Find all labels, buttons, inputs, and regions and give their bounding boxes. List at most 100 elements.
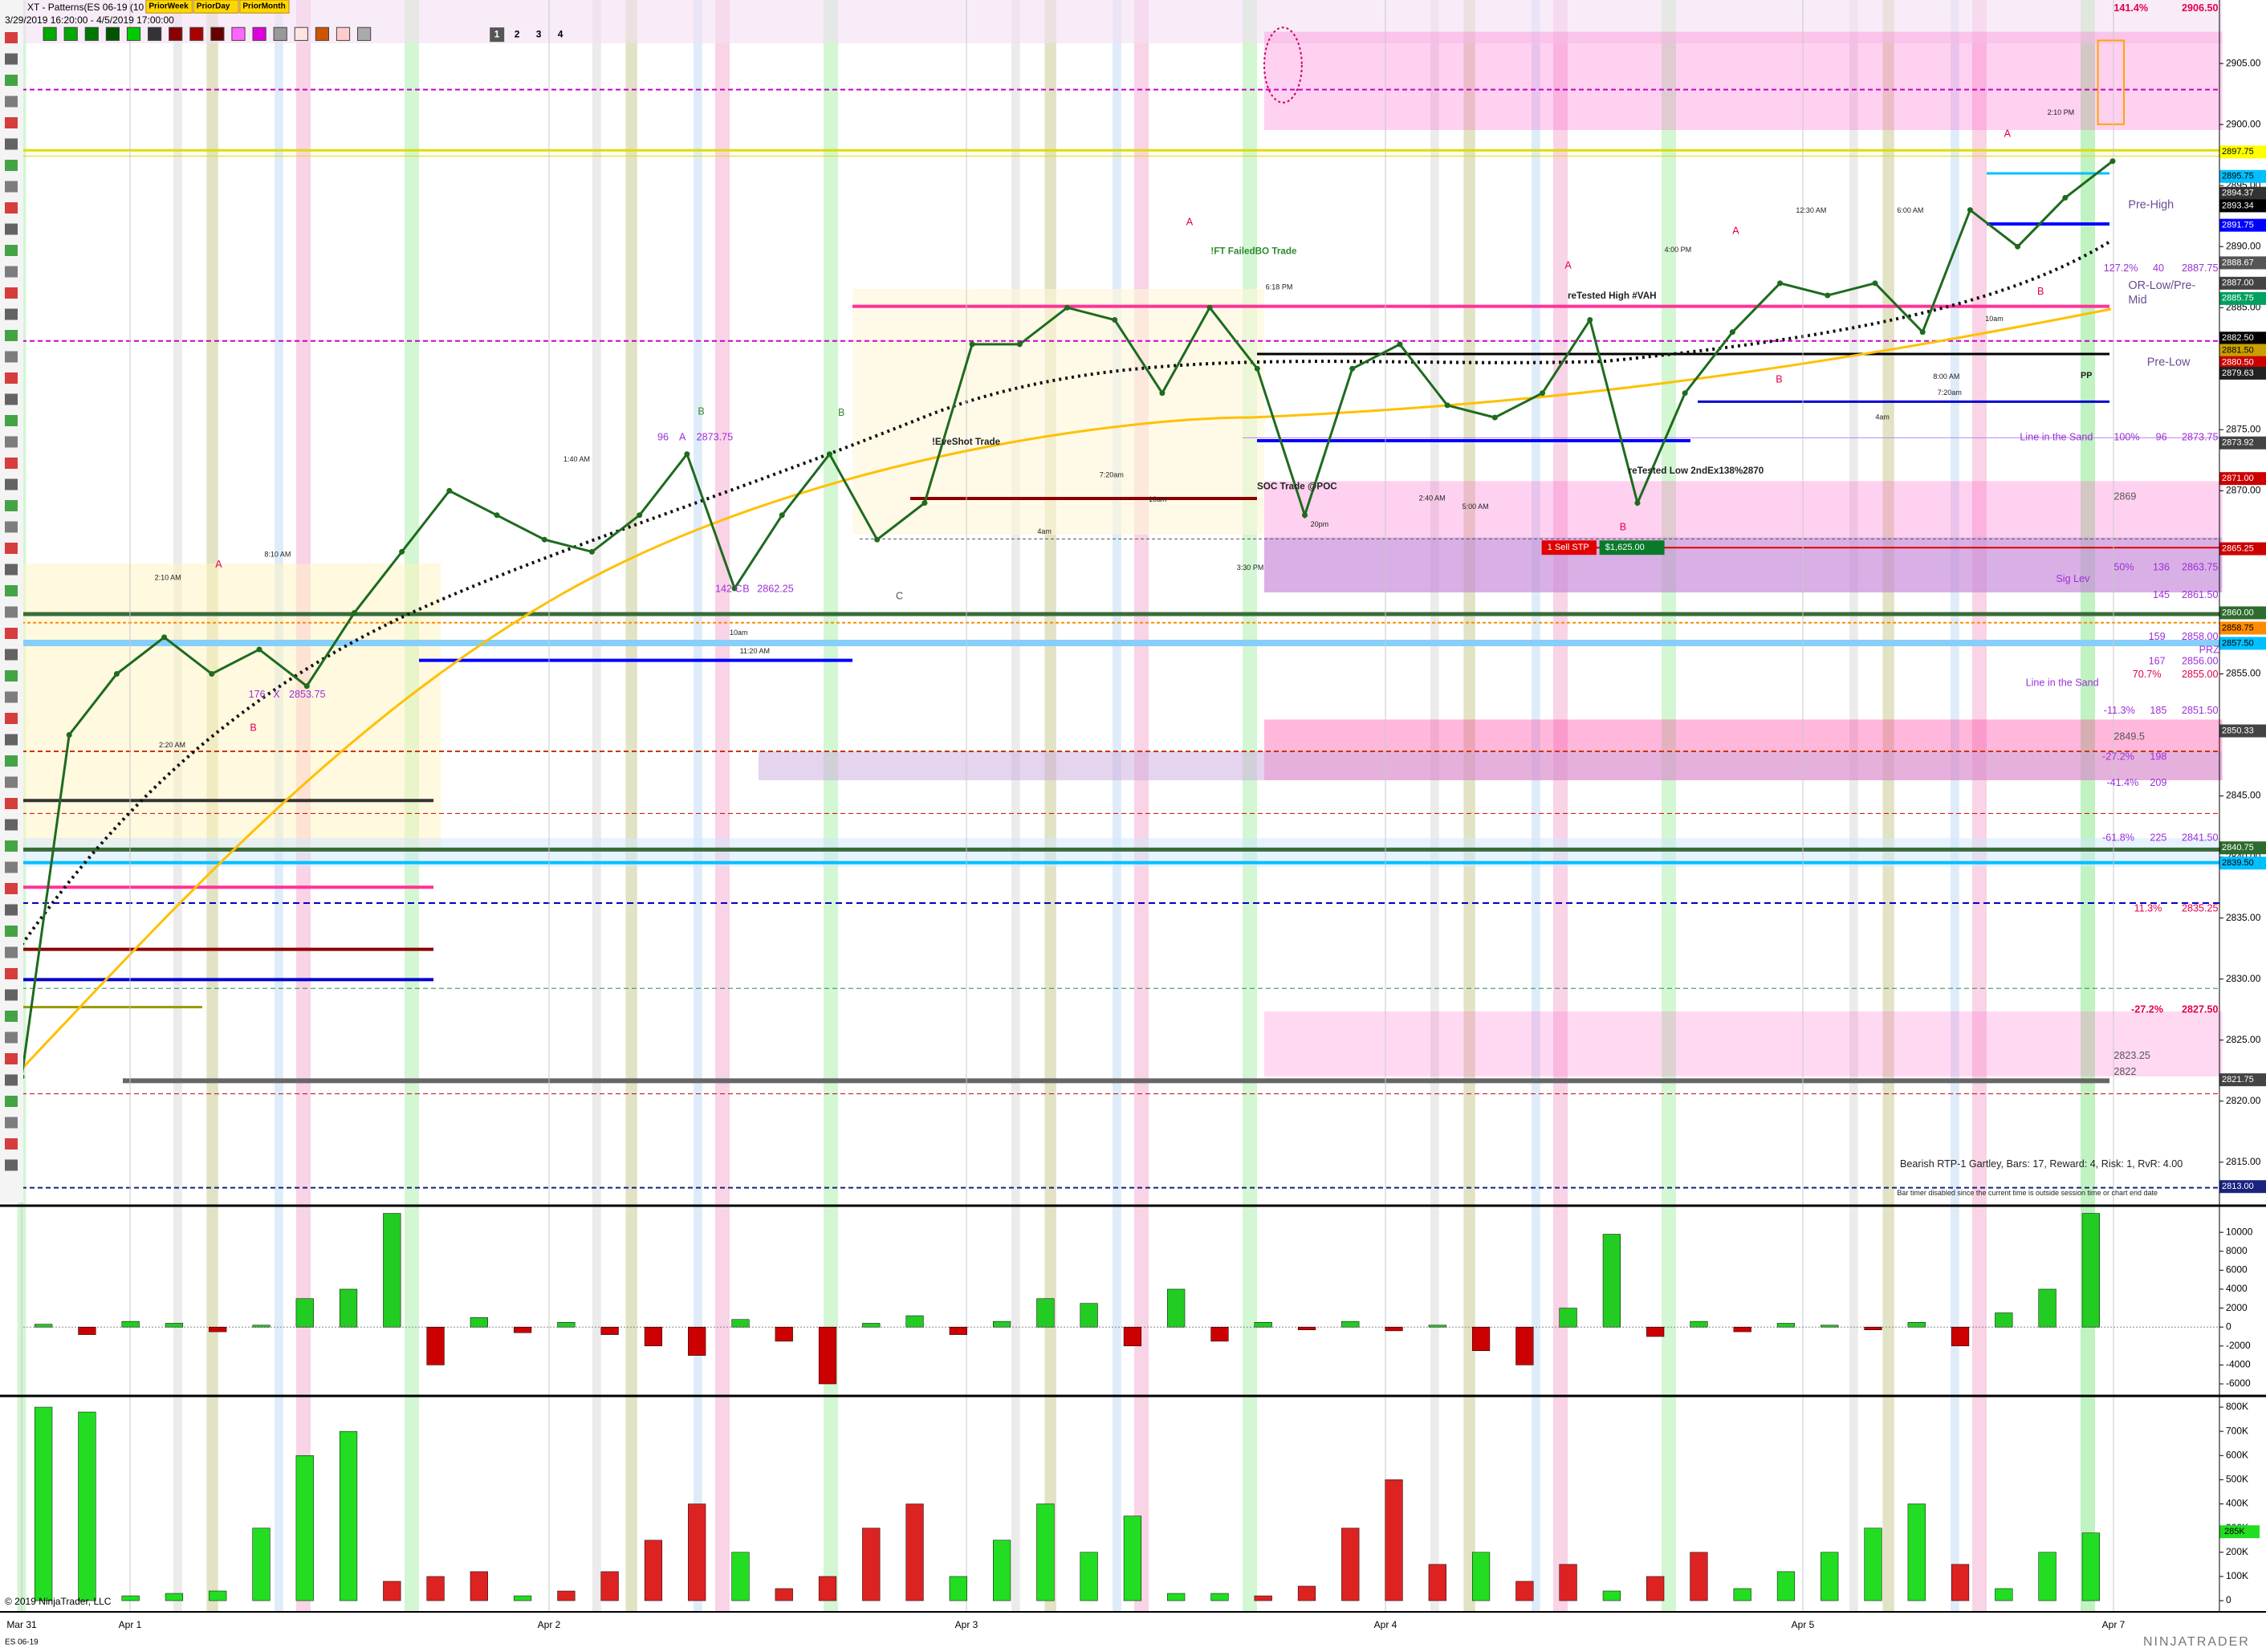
tool-icon[interactable] — [5, 500, 18, 511]
toolbar-button[interactable] — [145, 0, 193, 14]
tool-icon[interactable] — [5, 883, 18, 894]
tool-icon[interactable] — [5, 691, 18, 703]
tool-icon[interactable] — [5, 543, 18, 554]
chart-annotation: A — [2004, 128, 2012, 140]
tool-icon[interactable] — [5, 521, 18, 533]
tool-icon[interactable] — [5, 117, 18, 128]
cumulative-tick-label: 700K — [2226, 1425, 2248, 1436]
tool-icon[interactable] — [5, 351, 18, 363]
tool-icon[interactable] — [5, 734, 18, 746]
tool-icon[interactable] — [5, 75, 18, 86]
delta-tick-label: -4000 — [2226, 1359, 2251, 1370]
tool-icon[interactable] — [5, 32, 18, 43]
toolbar-tab[interactable]: 3 — [536, 28, 542, 39]
color-swatch[interactable] — [273, 26, 287, 41]
tool-icon[interactable] — [5, 287, 18, 299]
color-swatch[interactable] — [105, 26, 120, 41]
tool-icon[interactable] — [5, 1096, 18, 1107]
tool-icon[interactable] — [5, 606, 18, 618]
date-label: Apr 5 — [1792, 1619, 1815, 1630]
tool-icon[interactable] — [5, 372, 18, 384]
tool-icon[interactable] — [5, 840, 18, 852]
tool-icon[interactable] — [5, 478, 18, 490]
color-swatch[interactable] — [84, 26, 99, 41]
tool-icon[interactable] — [5, 202, 18, 214]
toolbar-button-label[interactable]: PriorMonth — [242, 2, 285, 11]
tool-icon[interactable] — [5, 1138, 18, 1149]
tool-icon[interactable] — [5, 308, 18, 320]
color-swatch[interactable] — [252, 26, 266, 41]
color-swatch[interactable] — [169, 26, 183, 41]
toolbar-tab[interactable]: 1 — [494, 28, 500, 39]
session-band — [1243, 0, 1257, 1611]
price-marker — [2219, 857, 2266, 870]
toolbar-tab[interactable]: 2 — [515, 28, 520, 39]
tool-icon[interactable] — [5, 223, 18, 235]
tool-icon[interactable] — [5, 1074, 18, 1086]
toolbar-tab[interactable]: 4 — [558, 28, 563, 39]
tool-icon[interactable] — [5, 458, 18, 469]
chart-annotation: -61.8% — [2102, 832, 2134, 843]
chart-annotation: 96 — [657, 432, 669, 443]
chart-annotation: Line in the Sand — [2020, 432, 2093, 443]
indicator-bar — [426, 1326, 445, 1365]
tool-icon[interactable] — [5, 245, 18, 256]
tool-icon[interactable] — [5, 181, 18, 193]
tool-icon[interactable] — [5, 585, 18, 596]
session-band — [592, 0, 601, 1611]
tool-icon[interactable] — [5, 393, 18, 405]
tool-icon[interactable] — [5, 819, 18, 831]
tool-icon[interactable] — [5, 776, 18, 788]
color-swatch[interactable] — [63, 26, 78, 41]
order-sell-label[interactable]: 1 Sell STP — [1548, 543, 1589, 552]
chart-annotation: 40 — [2153, 262, 2164, 274]
tool-icon[interactable] — [5, 946, 18, 958]
chart-annotation: PRZ — [2199, 644, 2219, 655]
color-swatch[interactable] — [126, 26, 141, 41]
toolbar-button-label[interactable]: PriorDay — [197, 2, 230, 11]
tool-icon[interactable] — [5, 904, 18, 916]
color-swatch[interactable] — [357, 26, 372, 41]
toolbar-button-label[interactable]: PriorWeek — [148, 2, 189, 11]
indicator-bar — [1428, 1564, 1446, 1601]
tool-icon[interactable] — [5, 1053, 18, 1064]
color-swatch[interactable] — [148, 26, 162, 41]
tool-icon[interactable] — [5, 628, 18, 639]
tool-icon[interactable] — [5, 53, 18, 65]
indicator-bar — [1385, 1479, 1403, 1601]
tool-icon[interactable] — [5, 670, 18, 682]
color-swatch[interactable] — [315, 26, 329, 41]
tool-icon[interactable] — [5, 1159, 18, 1171]
tool-icon[interactable] — [5, 861, 18, 873]
color-swatch[interactable] — [189, 26, 204, 41]
toolbar-button[interactable] — [193, 0, 239, 14]
tool-icon[interactable] — [5, 436, 18, 448]
tool-icon[interactable] — [5, 564, 18, 576]
tool-icon[interactable] — [5, 160, 18, 171]
indicator-bar — [78, 1326, 96, 1335]
chart-annotation: B — [742, 584, 749, 595]
tool-icon[interactable] — [5, 266, 18, 278]
tool-icon[interactable] — [5, 926, 18, 937]
tool-icon[interactable] — [5, 755, 18, 767]
color-swatch[interactable] — [210, 26, 225, 41]
color-swatch[interactable] — [336, 26, 351, 41]
color-swatch[interactable] — [43, 26, 57, 41]
tool-icon[interactable] — [5, 989, 18, 1001]
toolbar-button[interactable] — [239, 0, 290, 14]
tool-icon[interactable] — [5, 1031, 18, 1044]
tool-icon[interactable] — [5, 1011, 18, 1022]
tool-icon[interactable] — [5, 415, 18, 426]
tool-icon[interactable] — [5, 96, 18, 108]
tool-icon[interactable] — [5, 713, 18, 724]
indicator-bar — [78, 1411, 96, 1601]
tool-icon[interactable] — [5, 968, 18, 979]
tool-icon[interactable] — [5, 138, 18, 150]
tool-icon[interactable] — [5, 649, 18, 661]
tool-icon[interactable] — [5, 330, 18, 341]
color-swatch[interactable] — [294, 26, 308, 41]
tool-icon[interactable] — [5, 1117, 18, 1129]
tool-icon[interactable] — [5, 798, 18, 809]
order-sell[interactable] — [1541, 540, 1597, 555]
color-swatch[interactable] — [231, 26, 246, 41]
